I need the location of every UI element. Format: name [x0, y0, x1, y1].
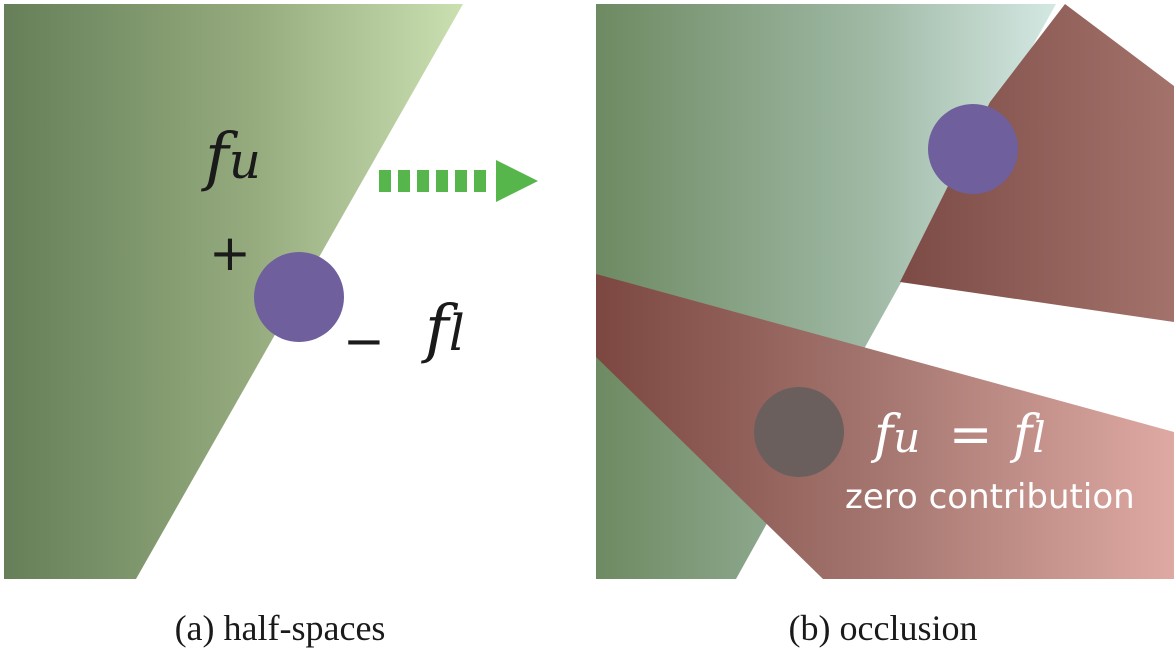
caption-a: (a) half-spaces — [175, 608, 386, 648]
red-occluder-bottom — [596, 274, 1174, 579]
dashed-right-arrow-icon — [379, 160, 538, 202]
upper-half-space — [4, 4, 463, 579]
boundary-point — [254, 252, 344, 342]
visible-point — [928, 104, 1018, 194]
label-fl: fl — [421, 292, 465, 366]
panel-a: fu + − fl — [4, 4, 465, 579]
label-fu: fu — [201, 120, 261, 194]
caption-b: (b) occlusion — [789, 608, 978, 648]
minus-sign: − — [343, 312, 385, 370]
zero-contribution-note: zero contribution — [845, 477, 1135, 517]
red-occluder-top — [900, 4, 1174, 322]
occluded-point — [754, 387, 844, 477]
panel-b: fu = fl zero contribution — [596, 4, 1174, 579]
equation-fu-equals-fl: fu = fl — [870, 405, 1046, 465]
plus-sign: + — [209, 224, 251, 282]
